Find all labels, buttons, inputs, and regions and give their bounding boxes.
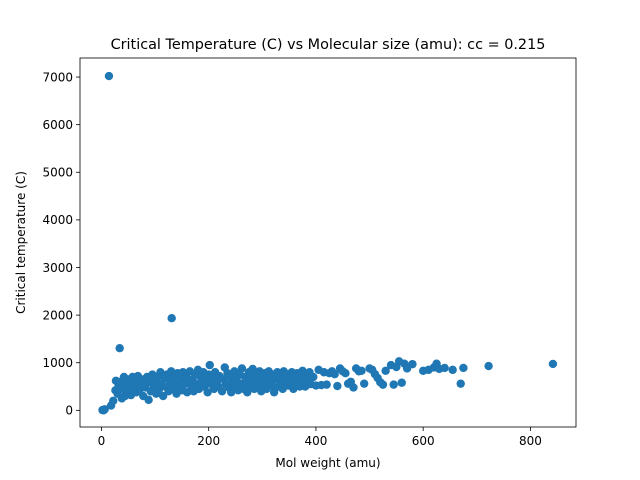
plot-frame bbox=[79, 57, 577, 428]
data-point bbox=[548, 359, 558, 369]
data-point bbox=[144, 395, 153, 405]
chart-title: Critical Temperature (C) vs Molecular si… bbox=[111, 37, 546, 53]
x-axis-ticks: 0 200 400 600 800 bbox=[98, 427, 542, 448]
y-tick-label: 0 bbox=[65, 404, 73, 418]
data-point bbox=[267, 381, 277, 390]
data-point bbox=[397, 378, 406, 387]
y-axis-ticks: 0 1000 2000 3000 4000 5000 6000 7000 bbox=[42, 70, 80, 418]
y-tick-label: 7000 bbox=[42, 70, 73, 84]
data-point bbox=[269, 388, 279, 397]
data-point bbox=[248, 364, 257, 374]
data-point bbox=[440, 363, 449, 373]
data-point bbox=[158, 391, 168, 401]
data-point bbox=[156, 368, 165, 377]
x-tick-label: 600 bbox=[412, 434, 435, 448]
data-point bbox=[408, 359, 417, 369]
data-point bbox=[109, 396, 118, 406]
data-point bbox=[203, 388, 212, 397]
y-tick-label: 6000 bbox=[42, 118, 73, 132]
data-point bbox=[349, 383, 358, 392]
data-point bbox=[359, 379, 369, 388]
data-point bbox=[459, 363, 468, 373]
data-point bbox=[243, 388, 252, 397]
data-point bbox=[183, 388, 192, 397]
data-point bbox=[448, 365, 457, 375]
data-points bbox=[98, 71, 558, 415]
data-point bbox=[227, 388, 236, 397]
x-tick-label: 200 bbox=[197, 434, 220, 448]
data-point bbox=[484, 361, 493, 371]
data-point bbox=[100, 405, 109, 414]
data-point bbox=[322, 380, 331, 389]
data-point bbox=[104, 71, 114, 81]
y-tick-label: 1000 bbox=[42, 356, 73, 370]
y-tick-label: 4000 bbox=[42, 213, 73, 227]
data-point bbox=[456, 379, 465, 388]
data-point bbox=[378, 380, 388, 389]
x-tick-label: 800 bbox=[519, 434, 542, 448]
data-point bbox=[389, 380, 398, 389]
data-point bbox=[205, 360, 214, 370]
data-point bbox=[333, 381, 342, 391]
data-point bbox=[237, 364, 247, 373]
y-axis-label: Critical temperature (C) bbox=[14, 171, 28, 314]
data-point bbox=[341, 369, 350, 378]
data-point bbox=[217, 387, 227, 396]
data-point bbox=[167, 314, 176, 323]
y-tick-label: 5000 bbox=[42, 166, 73, 180]
x-axis-label: Mol weight (amu) bbox=[275, 456, 380, 470]
data-point bbox=[381, 366, 390, 376]
y-tick-label: 2000 bbox=[42, 308, 73, 322]
x-tick-label: 0 bbox=[98, 434, 106, 448]
data-point bbox=[357, 366, 366, 376]
data-point bbox=[330, 369, 339, 379]
y-tick-label: 3000 bbox=[42, 261, 73, 275]
x-tick-label: 400 bbox=[304, 434, 327, 448]
data-point bbox=[309, 372, 318, 382]
data-point bbox=[115, 344, 124, 353]
